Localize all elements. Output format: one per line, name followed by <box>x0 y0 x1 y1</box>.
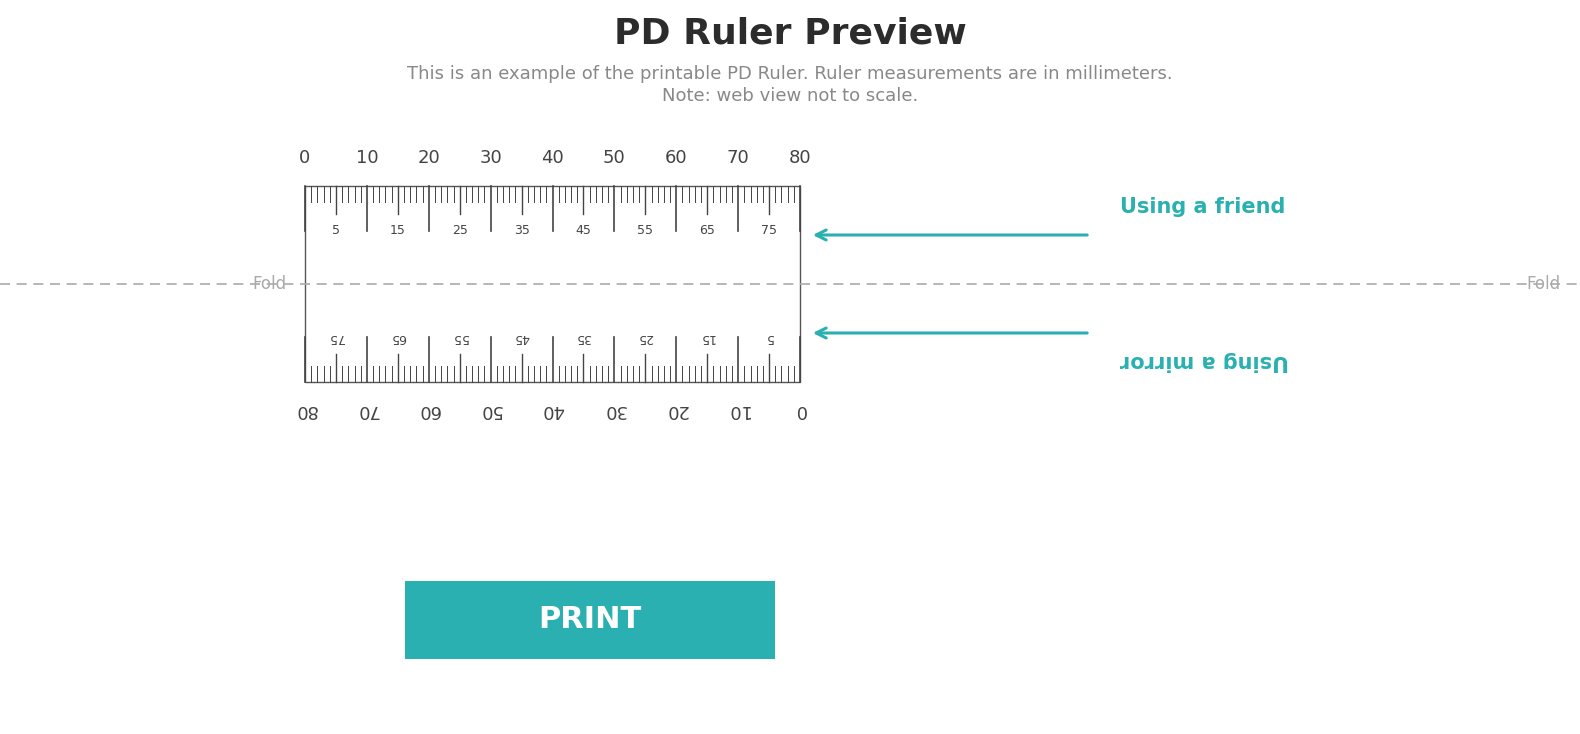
Text: 40: 40 <box>540 149 564 167</box>
Text: PRINT: PRINT <box>539 606 641 634</box>
Text: 25: 25 <box>637 331 653 344</box>
Text: 50: 50 <box>604 149 626 167</box>
Text: 15: 15 <box>700 331 716 344</box>
Bar <box>404 581 776 659</box>
Bar <box>305 186 799 382</box>
Text: 80: 80 <box>788 149 811 167</box>
Text: 70: 70 <box>356 401 378 419</box>
Text: 0: 0 <box>299 149 311 167</box>
Text: Using a friend: Using a friend <box>1120 197 1286 217</box>
Text: 5: 5 <box>332 224 340 237</box>
Text: 45: 45 <box>514 331 529 344</box>
Text: 35: 35 <box>514 224 529 237</box>
Text: 30: 30 <box>479 149 502 167</box>
Text: PD Ruler Preview: PD Ruler Preview <box>613 17 967 51</box>
Text: 50: 50 <box>479 401 502 419</box>
Text: 10: 10 <box>727 401 749 419</box>
Text: 30: 30 <box>604 401 626 419</box>
Text: 55: 55 <box>452 331 468 344</box>
Text: 10: 10 <box>356 149 378 167</box>
Text: 0: 0 <box>795 401 806 419</box>
Text: Using a mirror: Using a mirror <box>1120 351 1289 371</box>
Text: 20: 20 <box>417 149 441 167</box>
Text: 60: 60 <box>417 401 441 419</box>
Text: This is an example of the printable PD Ruler. Ruler measurements are in millimet: This is an example of the printable PD R… <box>408 65 1172 83</box>
Text: 35: 35 <box>575 331 591 344</box>
Text: 75: 75 <box>329 331 344 344</box>
Text: 80: 80 <box>294 401 316 419</box>
Text: 65: 65 <box>390 331 406 344</box>
Text: 25: 25 <box>452 224 468 237</box>
Text: Fold: Fold <box>253 275 288 293</box>
Text: 15: 15 <box>390 224 406 237</box>
Text: 20: 20 <box>665 401 687 419</box>
Text: 55: 55 <box>637 224 653 237</box>
Text: 60: 60 <box>665 149 687 167</box>
Text: 65: 65 <box>700 224 716 237</box>
Text: 5: 5 <box>765 331 773 344</box>
Text: 75: 75 <box>762 224 777 237</box>
Text: Note: web view not to scale.: Note: web view not to scale. <box>662 87 918 105</box>
Text: 70: 70 <box>727 149 749 167</box>
Text: 45: 45 <box>575 224 591 237</box>
Text: Fold: Fold <box>1526 275 1559 293</box>
Text: 40: 40 <box>540 401 564 419</box>
